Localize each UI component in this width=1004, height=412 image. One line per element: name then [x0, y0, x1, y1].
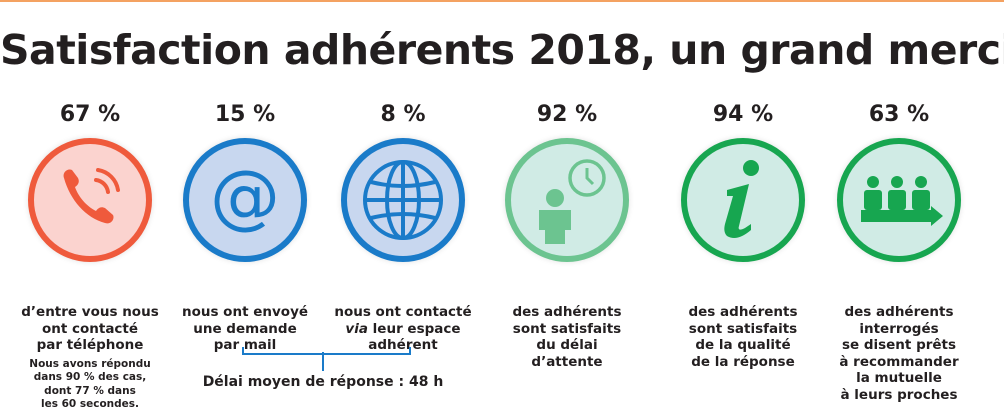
- desc-line: nous ont contacté: [334, 304, 472, 320]
- stat-value: 8 %: [380, 102, 426, 127]
- stat-recommend: 63 % des adhérents interrogés se disent …: [809, 100, 989, 403]
- stat-value: 94 %: [712, 102, 774, 127]
- desc-line: des adhérents: [844, 304, 954, 320]
- person-clock-icon: [505, 138, 629, 262]
- desc-italic: via: [345, 320, 368, 337]
- desc-line: d’attente: [531, 353, 603, 370]
- desc-line: sont satisfaits: [688, 320, 798, 337]
- desc-line: sont satisfaits: [512, 320, 622, 337]
- desc-line: par téléphone: [36, 337, 144, 353]
- stat-description: des adhérents interrogés se disent prêts…: [809, 304, 989, 403]
- desc-line: par mail: [213, 337, 277, 353]
- note-line: Nous avons répondu: [29, 357, 151, 370]
- desc-line: des adhérents: [512, 304, 622, 320]
- desc-line: une demande: [193, 320, 297, 337]
- note-line: les 60 secondes.: [40, 398, 140, 410]
- desc-text: leur espace: [372, 320, 461, 337]
- desc-line: adhérent: [368, 337, 438, 353]
- stat-phone: 67 % d’entre vous nous ont contacté par …: [0, 100, 180, 412]
- desc-line: ont contacté: [41, 320, 139, 337]
- stat-description: nous ont envoyé une demande par mail: [155, 304, 335, 354]
- desc-line: d’entre vous nous: [21, 304, 159, 320]
- desc-line: des adhérents: [688, 304, 798, 320]
- stat-description: des adhérents sont satisfaits de la qual…: [653, 304, 833, 370]
- bracket-stem: [322, 352, 324, 371]
- stat-web: 8 % nous ont contacté via leur espace ad…: [313, 100, 493, 354]
- desc-line: via leur espace: [313, 321, 493, 338]
- stat-mail: 15 % @ nous ont envoyé une demande par m…: [155, 100, 335, 354]
- desc-line: de la réponse: [691, 353, 795, 370]
- desc-line: de la qualité: [695, 337, 791, 353]
- note-line: dans 90 % des cas,: [33, 371, 147, 383]
- stat-note: Nous avons répondu dans 90 % des cas, do…: [0, 358, 180, 412]
- response-bracket: [242, 347, 411, 355]
- stat-value: 92 %: [536, 102, 598, 127]
- desc-line: nous ont envoyé: [181, 304, 309, 320]
- at-sign-icon: @: [183, 138, 307, 262]
- desc-line: la mutuelle: [856, 370, 942, 386]
- stat-value: 63 %: [868, 102, 930, 127]
- desc-line: se disent prêts: [841, 337, 957, 353]
- note-line: dont 77 % dans: [44, 384, 136, 397]
- desc-line: du délai: [536, 337, 598, 353]
- desc-line: interrogés: [859, 320, 939, 337]
- top-rule: [0, 0, 1004, 2]
- group-arrow-icon: [837, 138, 961, 262]
- stat-value: 67 %: [59, 102, 121, 127]
- stat-description: d’entre vous nous ont contacté par télép…: [0, 304, 180, 354]
- stat-description: des adhérents sont satisfaits du délai d…: [477, 304, 657, 370]
- stat-waiting: 92 % des adhérents sont satisfaits du dé…: [477, 100, 657, 370]
- stat-quality: 94 % des adhérents sont satisfaits de la…: [653, 100, 833, 370]
- desc-line: à recommander: [839, 353, 959, 370]
- info-icon: [681, 138, 805, 262]
- average-delay-label: Délai moyen de réponse : 48 h: [202, 374, 444, 390]
- stat-description: nous ont contacté via leur espace adhére…: [313, 304, 493, 354]
- svg-text:@: @: [210, 155, 280, 237]
- phone-icon: [28, 138, 152, 262]
- stat-value: 15 %: [214, 102, 276, 127]
- desc-line: à leurs proches: [840, 386, 958, 403]
- page-title: Satisfaction adhérents 2018, un grand me…: [0, 26, 1004, 74]
- globe-icon: [341, 138, 465, 262]
